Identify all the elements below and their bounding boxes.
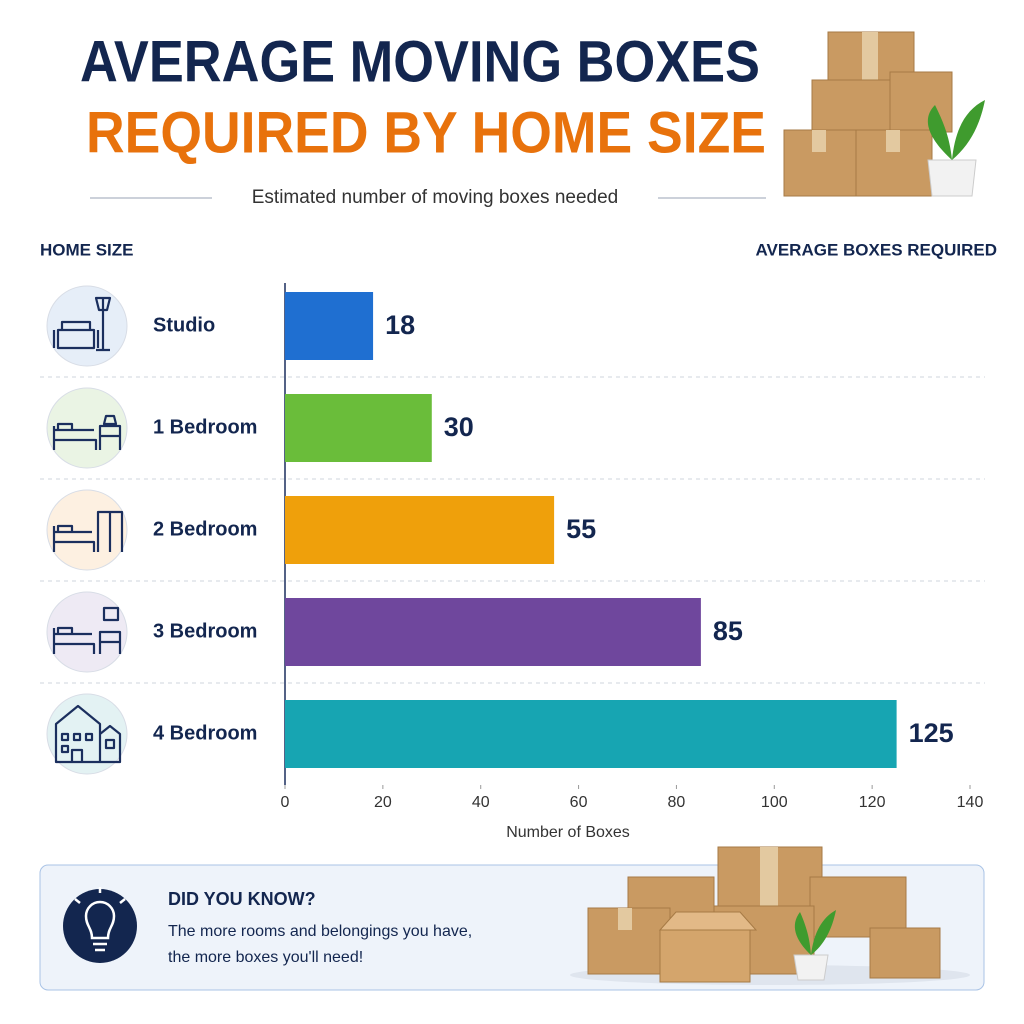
- home-icon: [54, 704, 122, 764]
- bulb-glyph: [74, 887, 126, 952]
- value-label: 125: [909, 718, 954, 748]
- title-line-1: AVERAGE MOVING BOXES: [80, 29, 760, 94]
- bar: [285, 598, 701, 666]
- home-icon: [52, 510, 124, 552]
- boxes-decoration: [570, 846, 970, 985]
- plot: 0 20 40 60 80 100 120 140 Number of Boxes Studio 1…: [40, 283, 985, 841]
- category-label: 4 Bedroom: [153, 722, 257, 744]
- callout-text: The more rooms and belongings you have,: [168, 923, 472, 940]
- x-tick-label: 60: [570, 794, 588, 811]
- bulb-icon: [63, 889, 137, 963]
- category-header: HOME SIZE: [40, 240, 134, 259]
- bar: [285, 700, 897, 768]
- boxes-decoration: [783, 31, 985, 197]
- category-label: 3 Bedroom: [153, 620, 257, 642]
- category-label: Studio: [153, 314, 215, 336]
- bar: [285, 394, 432, 462]
- x-tick-label: 20: [374, 794, 392, 811]
- value-label: 85: [713, 616, 743, 646]
- home-icon: [52, 296, 112, 352]
- x-axis-title: Number of Boxes: [506, 824, 630, 841]
- value-label: 55: [566, 514, 596, 544]
- subtitle: Estimated number of moving boxes needed: [252, 187, 619, 208]
- x-tick-label: 80: [668, 794, 686, 811]
- x-tick-label: 120: [859, 794, 886, 811]
- home-icon-bg: [46, 387, 128, 469]
- x-tick-label: 40: [472, 794, 490, 811]
- home-icon: [52, 606, 122, 654]
- home-icon-bg: [46, 285, 128, 367]
- value-label: 30: [444, 412, 474, 442]
- x-tick-label: 140: [957, 794, 984, 811]
- x-tick-label: 0: [281, 794, 290, 811]
- callout-text: the more boxes you'll need!: [168, 949, 363, 966]
- bar: [285, 496, 555, 564]
- callout-title: DID YOU KNOW?: [168, 889, 316, 909]
- value-header: AVERAGE BOXES REQUIRED: [755, 240, 997, 259]
- category-label: 2 Bedroom: [153, 518, 257, 540]
- home-icon: [52, 414, 122, 450]
- title-line-2: REQUIRED BY HOME SIZE: [86, 100, 766, 165]
- home-icon-bg: [46, 489, 128, 571]
- x-tick-label: 100: [761, 794, 788, 811]
- home-icon-bg: [46, 591, 128, 673]
- bar: [285, 292, 374, 360]
- value-label: 18: [385, 310, 415, 340]
- category-label: 1 Bedroom: [153, 416, 257, 438]
